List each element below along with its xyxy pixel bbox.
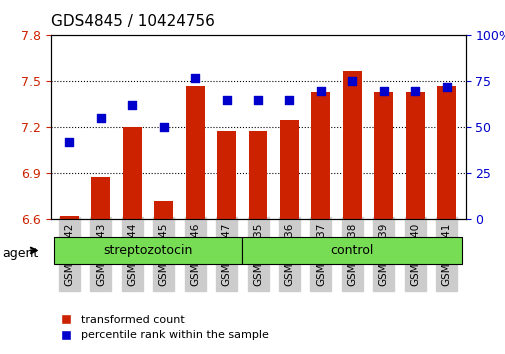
Bar xyxy=(91,177,110,219)
Point xyxy=(442,84,450,90)
Bar xyxy=(60,216,79,219)
Bar xyxy=(54,237,242,264)
Text: GDS4845 / 10424756: GDS4845 / 10424756 xyxy=(50,14,214,29)
Bar xyxy=(185,86,204,219)
Point xyxy=(65,139,73,145)
Legend: transformed count, percentile rank within the sample: transformed count, percentile rank withi… xyxy=(56,310,272,345)
Point xyxy=(411,88,419,93)
Text: streptozotocin: streptozotocin xyxy=(103,244,192,257)
Point xyxy=(160,125,168,130)
Point xyxy=(316,88,324,93)
Bar xyxy=(242,237,462,264)
Point xyxy=(222,97,230,103)
Point xyxy=(347,79,356,84)
Bar xyxy=(405,92,424,219)
Bar xyxy=(374,92,392,219)
Text: agent: agent xyxy=(3,247,39,259)
Point xyxy=(96,115,105,121)
Bar xyxy=(248,131,267,219)
Point xyxy=(379,88,387,93)
Point xyxy=(285,97,293,103)
Bar xyxy=(436,86,455,219)
Bar xyxy=(123,127,141,219)
Bar xyxy=(154,201,173,219)
Bar xyxy=(279,120,298,219)
Point xyxy=(191,75,199,81)
Bar xyxy=(217,131,236,219)
Point xyxy=(128,103,136,108)
Point xyxy=(254,97,262,103)
Bar xyxy=(342,71,361,219)
Bar xyxy=(311,92,330,219)
Text: control: control xyxy=(330,244,373,257)
